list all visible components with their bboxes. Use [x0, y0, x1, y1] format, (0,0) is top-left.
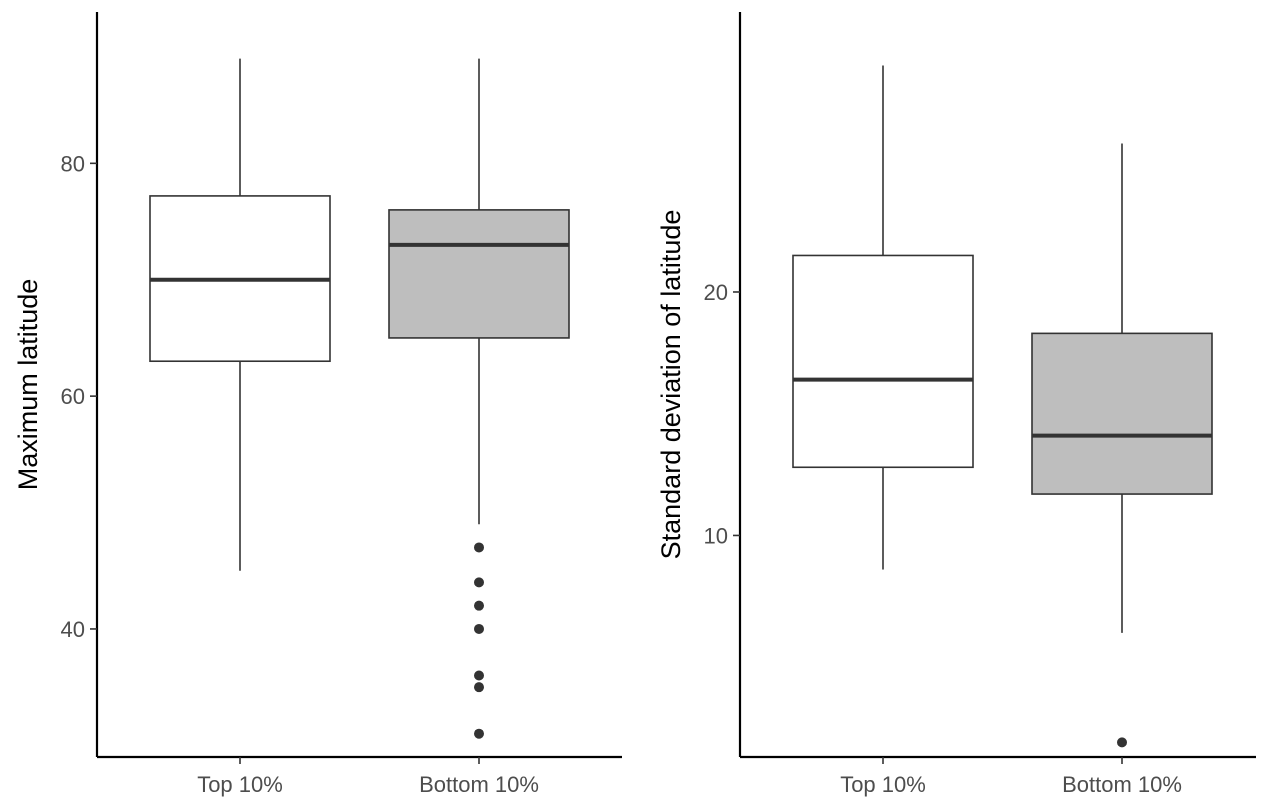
y-axis-title: Standard deviation of latitude	[656, 210, 686, 560]
box-top-10	[792, 65, 974, 570]
y-tick-label: 40	[61, 617, 85, 642]
x-tick-label: Top 10%	[197, 772, 283, 797]
outlier-point	[474, 728, 484, 739]
panel-maximum-latitude: 40 60 80 Maximum latitude Top 10% Bottom 10%	[13, 12, 622, 797]
box-top-10	[149, 58, 331, 571]
outlier-point	[474, 542, 484, 553]
outlier-point	[474, 623, 484, 634]
box-bottom-10	[1031, 143, 1213, 748]
x-tick-label: Top 10%	[840, 772, 926, 797]
y-tick-label: 60	[61, 384, 85, 409]
iqr-box	[1031, 332, 1213, 495]
outlier-point	[474, 670, 484, 681]
outlier-point	[474, 682, 484, 693]
iqr-box	[388, 209, 570, 339]
outlier-point	[1117, 737, 1127, 748]
y-tick-label: 20	[704, 280, 728, 305]
y-tick-label: 80	[61, 151, 85, 176]
panel-sd-latitude: 10 20 Standard deviation of latitude Top 10…	[656, 12, 1256, 797]
outlier-point	[474, 600, 484, 611]
box-bottom-10	[388, 58, 570, 739]
y-axis-title: Maximum latitude	[13, 279, 43, 491]
y-tick-label: 10	[704, 523, 728, 548]
iqr-box	[792, 254, 974, 469]
x-tick-label: Bottom 10%	[419, 772, 539, 797]
outlier-point	[474, 577, 484, 588]
x-tick-label: Bottom 10%	[1062, 772, 1182, 797]
